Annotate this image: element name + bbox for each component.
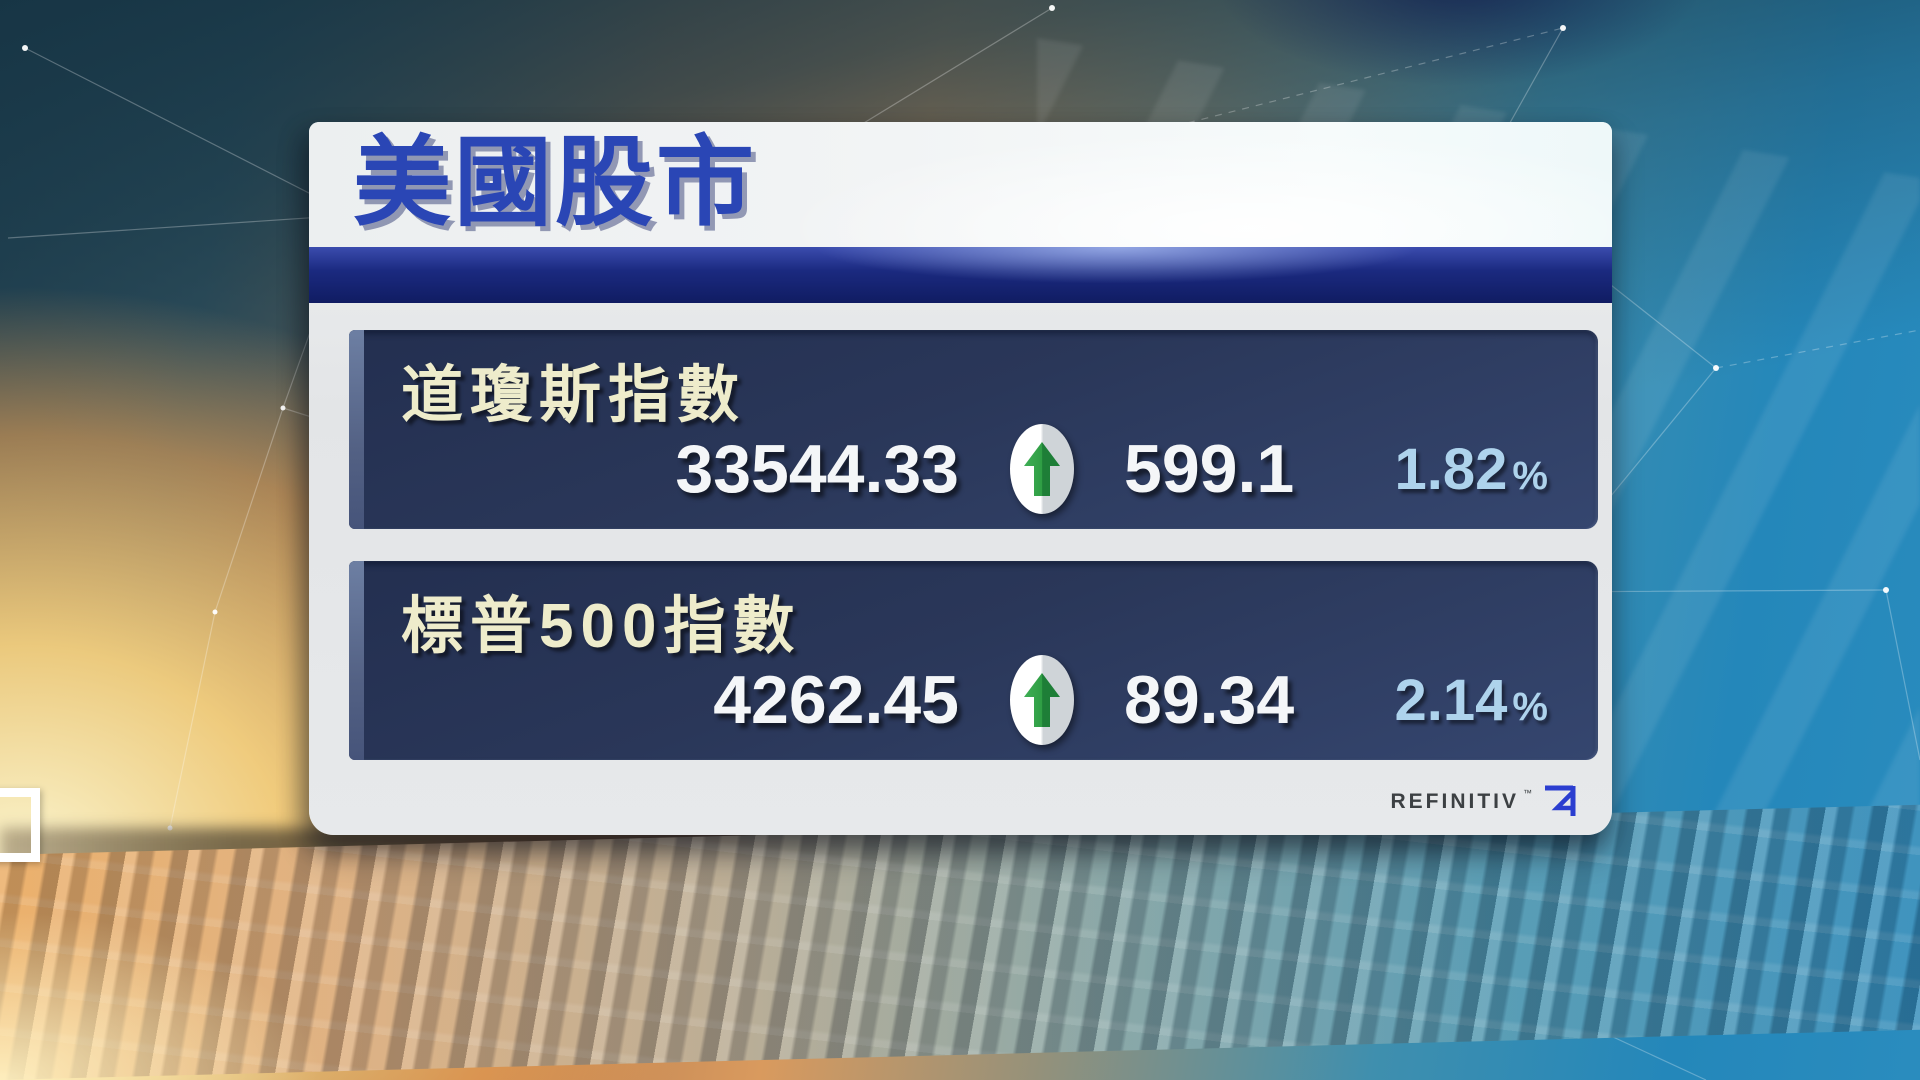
index-panel-dow-jones: 道瓊斯指數 33544.33 599.1 1.82% (349, 330, 1598, 529)
index-change: 599.1 (1124, 431, 1295, 507)
percent-value: 1.82 (1394, 436, 1508, 502)
index-name: 標普500指數 (401, 592, 802, 661)
market-data-card: 美國股市 道瓊斯指數 33544.33 599.1 (309, 122, 1612, 835)
index-value: 33544.33 (675, 431, 959, 507)
refinitiv-brand-text: REFINITIV (1390, 790, 1519, 813)
percent-sign: % (1512, 684, 1548, 729)
title-underline-band (309, 247, 1612, 303)
index-change: 89.34 (1124, 662, 1295, 738)
floor-corner-glow (0, 820, 560, 1080)
up-arrow-icon (1009, 655, 1074, 745)
direction-cell (959, 424, 1124, 514)
page-title: 美國股市 (353, 127, 758, 237)
data-source-footer: REFINITIV ™ (1390, 783, 1578, 819)
percent-value: 2.14 (1394, 667, 1508, 733)
index-quote-row: 33544.33 599.1 1.82% (364, 419, 1598, 519)
index-percent: 2.14% (1369, 667, 1598, 734)
card-title-strip: 美國股市 (309, 122, 1612, 247)
index-percent: 1.82% (1369, 436, 1598, 503)
refinitiv-logo-icon (1545, 785, 1576, 816)
percent-sign: % (1512, 453, 1548, 498)
index-panel-sp500: 標普500指數 4262.45 89.34 2.14% (349, 561, 1598, 760)
trademark-symbol: ™ (1523, 788, 1532, 798)
up-arrow-icon (1009, 424, 1074, 514)
index-value: 4262.45 (713, 662, 959, 738)
edge-bracket-graphic (0, 788, 40, 862)
index-quote-row: 4262.45 89.34 2.14% (364, 650, 1598, 750)
direction-cell (959, 655, 1124, 745)
index-name: 道瓊斯指數 (401, 361, 747, 430)
